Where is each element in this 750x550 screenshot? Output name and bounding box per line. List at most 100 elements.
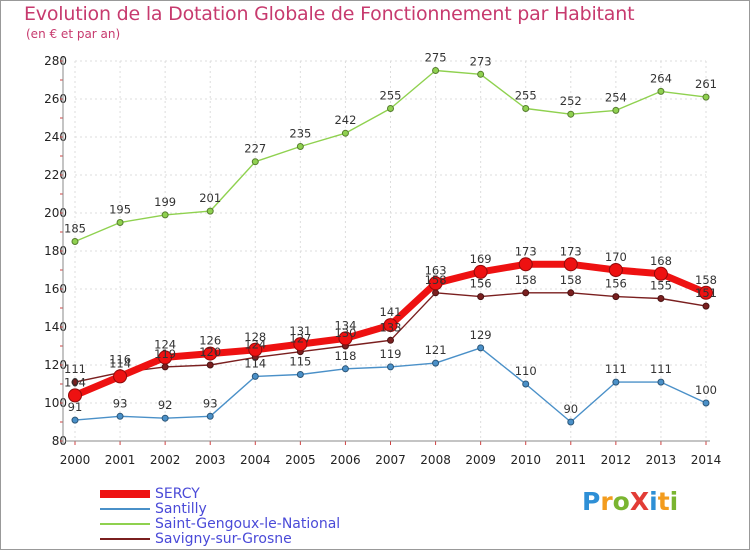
data-label-saint-gengoux-le-national: 254 [605,90,627,104]
data-label-savigny-sur-grosne: 116 [109,353,131,367]
data-point-sercy [293,337,308,352]
logo-letter: r [600,487,613,516]
legend-label: Savigny-sur-Grosne [155,531,292,547]
x-tick-label: 2003 [195,453,226,467]
data-label-savigny-sur-grosne: 120 [199,345,221,359]
data-label-saint-gengoux-le-national: 235 [289,127,311,141]
data-label-saint-gengoux-le-national: 201 [199,191,221,205]
data-point-santilly [432,359,440,367]
data-label-saint-gengoux-le-national: 264 [650,71,672,85]
data-point-saint-gengoux-le-national [296,143,304,150]
data-point-sercy [203,346,218,361]
data-label-savigny-sur-grosne: 158 [425,273,447,287]
legend-swatch [100,538,150,540]
y-tick-label: 200 [44,206,67,220]
data-point-saint-gengoux-le-national [116,219,124,226]
data-point-savigny-sur-grosne [522,289,530,297]
data-label-sercy: 104 [64,375,86,389]
data-label-saint-gengoux-le-national: 273 [470,54,492,68]
data-label-santilly: 93 [113,396,128,410]
data-label-saint-gengoux-le-national: 199 [154,195,176,209]
data-point-savigny-sur-grosne [657,295,665,302]
data-label-saint-gengoux-le-national: 255 [515,89,537,103]
x-tick-label: 2005 [285,453,316,467]
x-tick-label: 2011 [556,453,587,467]
data-label-sercy: 141 [380,305,402,319]
data-point-santilly [341,365,349,373]
data-point-savigny-sur-grosne [387,336,394,344]
y-tick-label: 160 [44,282,67,296]
data-label-saint-gengoux-le-national: 255 [380,89,402,103]
data-point-savigny-sur-grosne [432,289,440,297]
data-label-savigny-sur-grosne: 119 [154,347,176,361]
data-point-sercy [113,369,128,384]
logo-letter: i [649,487,658,516]
chart-title: Evolution de la Dotation Globale de Fonc… [24,3,635,25]
logo-letter: P [582,487,601,516]
data-label-saint-gengoux-le-national: 227 [244,142,266,156]
x-tick-label: 2010 [510,453,541,467]
data-point-savigny-sur-grosne [206,361,214,369]
data-point-santilly [477,344,485,352]
legend-swatch [100,508,150,510]
data-label-sercy: 128 [244,330,266,344]
data-label-santilly: 119 [380,347,402,361]
data-point-santilly [522,380,530,388]
data-point-saint-gengoux-le-national [612,106,620,114]
legend-label: Santilly [155,501,207,517]
data-point-sercy [653,266,668,281]
proxiti-logo: ProXiti [582,487,678,516]
chart-legend: SERCY Santilly Saint-Gengoux-le-National Sa… [100,486,430,547]
data-label-savigny-sur-grosne: 155 [650,279,672,293]
legend-label: SERCY [155,486,200,502]
data-point-savigny-sur-grosne [161,363,169,371]
data-label-sercy: 173 [515,244,537,258]
y-tick-label: 240 [44,130,67,144]
data-point-sercy [428,276,443,291]
data-label-sercy: 131 [289,324,311,338]
logo-letter: i [669,487,679,516]
data-point-saint-gengoux-le-national [161,211,169,219]
x-tick-label: 2012 [601,453,632,467]
data-point-santilly [71,416,79,424]
x-tick-label: 2001 [105,453,136,467]
data-label-savigny-sur-grosne: 124 [244,337,266,351]
legend-item-sercy: SERCY [100,486,430,502]
y-tick-label: 80 [52,434,67,448]
data-point-saint-gengoux-le-national [657,87,665,95]
data-label-santilly: 93 [203,396,218,410]
data-label-santilly: 118 [334,349,356,363]
y-tick-label: 120 [44,358,67,372]
data-point-saint-gengoux-le-national [206,207,214,215]
y-tick-label: 180 [44,244,67,258]
data-point-sercy [518,257,533,272]
data-point-saint-gengoux-le-national [702,93,710,101]
data-label-saint-gengoux-le-national: 242 [334,113,356,127]
data-label-santilly: 90 [563,402,578,416]
data-point-sercy [68,388,82,403]
data-point-santilly [567,418,575,426]
data-label-sercy: 168 [650,254,672,268]
data-label-santilly: 111 [650,362,672,376]
y-tick-label: 260 [44,92,67,106]
data-point-savigny-sur-grosne [702,302,710,310]
data-label-sercy: 124 [154,337,176,351]
y-tick-label: 140 [44,320,67,334]
logo-letter: X [629,487,650,516]
data-label-saint-gengoux-le-national: 195 [109,203,131,217]
data-point-santilly [296,371,304,378]
legend-swatch [100,523,150,525]
data-point-santilly [251,372,259,380]
data-point-sercy [699,285,713,300]
data-point-saint-gengoux-le-national [567,110,575,118]
data-label-santilly: 92 [158,398,173,412]
data-point-sercy [563,257,578,272]
data-label-sercy: 169 [470,252,492,266]
legend-label: Saint-Gengoux-le-National [155,516,341,532]
data-point-sercy [338,331,353,346]
data-point-saint-gengoux-le-national [387,105,394,112]
data-point-saint-gengoux-le-national [71,238,79,245]
data-label-santilly: 115 [289,355,311,369]
data-point-sercy [383,318,398,333]
